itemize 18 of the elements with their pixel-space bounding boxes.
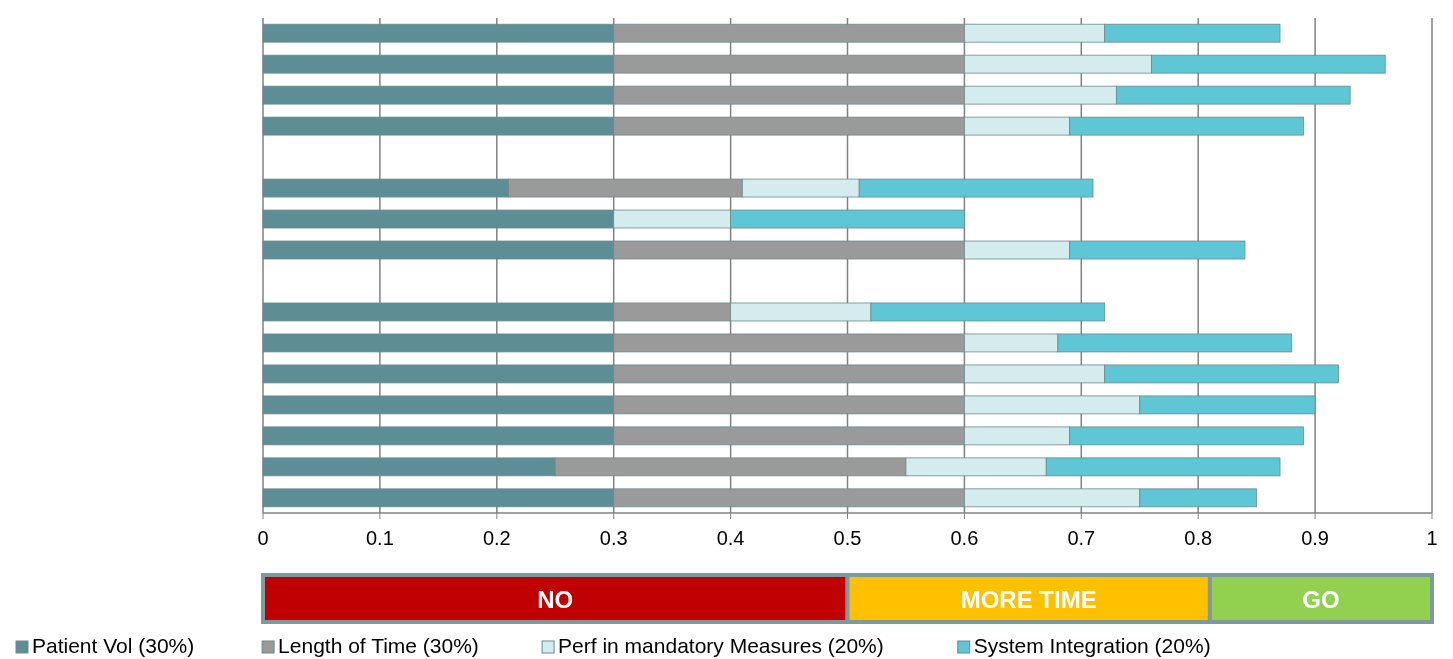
x-tick-label: 0.3 [599, 527, 628, 549]
x-tick-label: 0.2 [482, 527, 511, 549]
x-tick-label: 1 [1426, 527, 1438, 549]
legend-label: Patient Vol (30%) [32, 634, 195, 657]
x-tick-label: 0.5 [833, 527, 862, 549]
series-label: GO [1302, 585, 1340, 613]
legend-label: System Integration (20%) [973, 634, 1211, 657]
x-tick-label: 0.4 [716, 527, 745, 549]
series-label: MORE TIME [960, 585, 1097, 613]
x-tick-label: 0.9 [1301, 527, 1330, 549]
legend-label: Length of Time (30%) [278, 634, 479, 657]
x-tick-label: 0.7 [1067, 527, 1096, 549]
x-tick-label: 0 [257, 527, 269, 549]
series-label: NO [537, 585, 574, 613]
x-tick-label: 0.1 [365, 527, 394, 549]
x-tick-label: 0.6 [950, 527, 979, 549]
x-tick-label: 0.8 [1184, 527, 1213, 549]
legend-label: Perf in mandatory Measures (20%) [558, 634, 884, 657]
